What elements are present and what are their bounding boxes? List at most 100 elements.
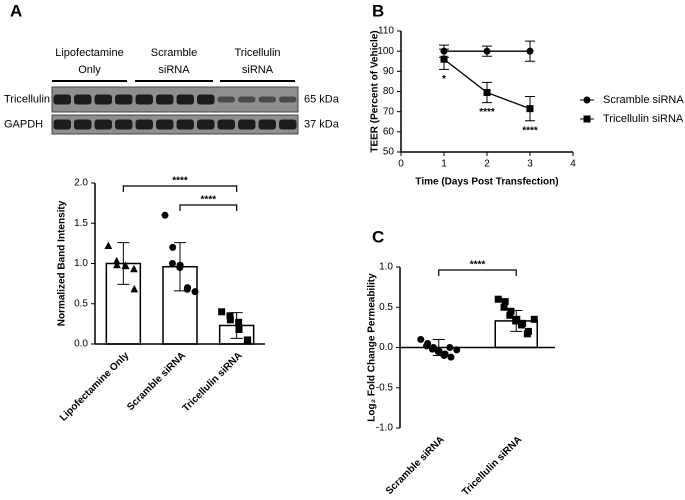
blot-band — [258, 119, 276, 130]
marker — [526, 47, 534, 55]
marker — [453, 346, 461, 354]
significance: **** — [201, 195, 217, 206]
marker — [121, 261, 130, 270]
significance: **** — [172, 176, 188, 187]
legend-marker — [583, 96, 591, 104]
row-size: 37 kDa — [304, 118, 340, 130]
marker — [226, 316, 234, 324]
blot-band — [156, 94, 174, 105]
marker — [440, 352, 448, 360]
y-tick-label: -0.5 — [376, 382, 394, 393]
marker — [244, 336, 252, 344]
blot-band — [156, 119, 174, 130]
marker — [113, 260, 121, 269]
marker — [161, 211, 169, 219]
blot-band — [94, 119, 112, 130]
marker — [112, 256, 121, 265]
blot-band — [176, 119, 194, 130]
x-tick-label: 4 — [570, 159, 576, 170]
blot-band — [279, 96, 297, 103]
panel-label: C — [372, 227, 384, 246]
marker — [130, 285, 139, 293]
y-axis-label: TEER (Percent of Vehicle) — [370, 30, 381, 152]
marker — [523, 330, 531, 338]
marker — [218, 308, 226, 316]
blot-band — [53, 119, 71, 130]
marker — [530, 315, 538, 323]
marker — [226, 312, 234, 320]
marker — [235, 318, 243, 326]
x-axis-label: Time (Days Post Transfection) — [415, 177, 558, 188]
legend-label: Scramble siRNA — [603, 94, 684, 106]
point-label: * — [442, 74, 446, 85]
bracket — [122, 185, 238, 192]
blot-row — [51, 114, 299, 135]
x-tick-label: Tricellulin siRNA — [460, 434, 524, 498]
blot-band — [74, 94, 92, 105]
marker — [183, 285, 191, 293]
row-label: GAPDH — [4, 118, 43, 130]
point-label: **** — [522, 125, 538, 136]
marker — [428, 345, 436, 353]
blot-band — [217, 119, 235, 130]
marker — [518, 321, 526, 329]
y-tick-label: 1.0 — [379, 262, 393, 273]
blot-band — [53, 94, 71, 105]
y-tick-label: 70 — [383, 106, 395, 117]
y-tick-label: 80 — [383, 86, 395, 97]
marker — [483, 89, 491, 97]
bracket — [179, 204, 238, 211]
marker — [434, 348, 442, 356]
marker — [176, 264, 184, 272]
x-tick-label: 3 — [527, 159, 533, 170]
marker — [507, 307, 515, 315]
blot-band — [258, 96, 276, 103]
marker — [417, 335, 425, 343]
marker — [446, 344, 454, 351]
marker — [130, 264, 138, 273]
y-tick-label: 0.5 — [74, 298, 88, 309]
marker — [423, 342, 431, 350]
lane-label: Tricellulin — [234, 47, 280, 59]
lane-label: siRNA — [158, 64, 190, 76]
x-tick-label: Lipofectamine Only — [58, 350, 132, 424]
panel-label: A — [10, 1, 22, 20]
blot-band — [217, 96, 235, 103]
significance: **** — [470, 260, 486, 271]
blot-band — [135, 94, 153, 105]
y-tick-label: 110 — [378, 26, 394, 37]
error-bar — [117, 242, 130, 285]
lane-label: Lipofectamine — [55, 47, 124, 59]
y-tick-label: 2.0 — [74, 178, 88, 189]
x-tick-label: Scramble siRNA — [384, 434, 447, 497]
legend-marker — [583, 115, 591, 123]
blot-row — [51, 86, 299, 113]
marker — [494, 295, 502, 303]
y-tick-label: 1.5 — [74, 218, 88, 229]
marker — [235, 326, 243, 334]
blot-band — [238, 119, 256, 130]
x-tick-label: 1 — [441, 159, 447, 170]
blot-band — [115, 119, 133, 130]
y-tick-label: -1.0 — [376, 423, 394, 434]
panel-label: B — [372, 1, 384, 20]
blot-band — [94, 94, 112, 105]
marker — [512, 317, 520, 325]
blot-band — [135, 119, 153, 130]
blot-band — [197, 94, 215, 105]
marker — [191, 288, 199, 296]
blot-band — [197, 119, 215, 130]
y-tick-label: 0.5 — [379, 302, 393, 313]
marker — [526, 105, 534, 113]
marker — [500, 303, 508, 311]
blot-band — [176, 94, 194, 105]
blot-band — [115, 94, 133, 105]
y-tick-label: 0.0 — [379, 342, 393, 353]
point-label: **** — [479, 107, 495, 118]
bracket — [438, 269, 517, 276]
row-size: 65 kDa — [304, 93, 340, 105]
y-axis-label: Log₂ Fold Change Permeability — [367, 273, 378, 422]
legend-label: Tricellulin siRNA — [603, 113, 684, 125]
marker — [440, 55, 448, 63]
